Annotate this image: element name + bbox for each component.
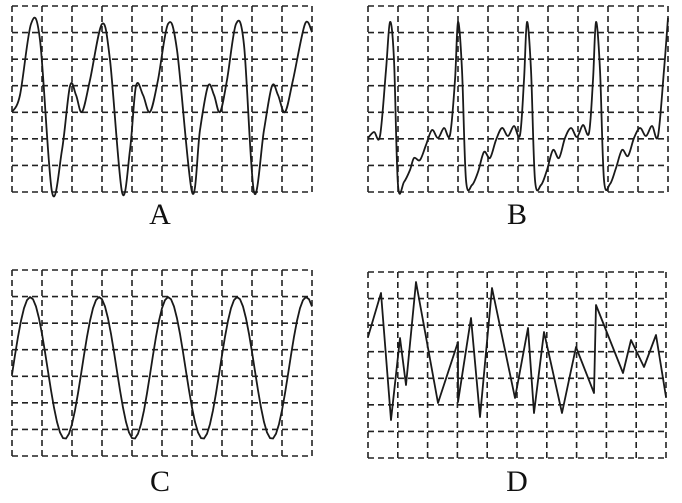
panel-a-label: A xyxy=(149,198,171,231)
panel-b-label: B xyxy=(506,198,528,231)
panel-b-waveform xyxy=(367,17,669,195)
panel-c-waveform xyxy=(11,296,313,440)
panel-d-label: D xyxy=(506,465,528,498)
panel-c-label: C xyxy=(149,465,171,498)
panel-b-grid xyxy=(367,5,669,193)
panel-d-waveform xyxy=(367,281,667,421)
panel-a-grid xyxy=(11,5,313,193)
panel-d-grid xyxy=(367,271,667,459)
panel-c-grid xyxy=(11,269,313,457)
panel-a-waveform xyxy=(11,16,313,198)
